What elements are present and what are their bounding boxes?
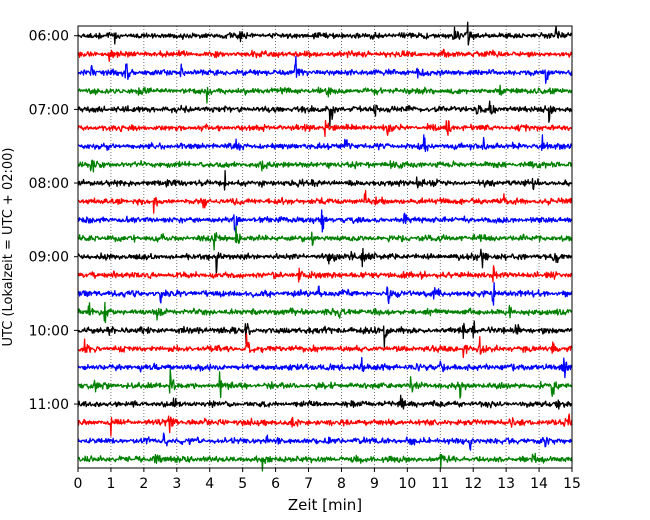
x-tick-label: 5 bbox=[238, 476, 247, 492]
x-tick-label: 7 bbox=[304, 476, 313, 492]
y-tick-label: 08:00 bbox=[29, 176, 69, 192]
y-axis-label: UTC (Lokalzeit = UTC + 02:00) bbox=[1, 148, 16, 347]
y-tick-label: 06:00 bbox=[29, 29, 69, 45]
trace-row-1130 bbox=[77, 432, 573, 451]
x-tick-label: 9 bbox=[370, 476, 379, 492]
x-tick-label: 14 bbox=[530, 476, 548, 492]
x-axis-label: Zeit [min] bbox=[288, 496, 362, 514]
trace-row-0945 bbox=[77, 301, 573, 324]
trace-row-1045 bbox=[77, 368, 573, 399]
x-tick-label: 13 bbox=[497, 476, 515, 492]
trace-row-0830 bbox=[77, 209, 573, 233]
x-tick-label: 11 bbox=[431, 476, 449, 492]
trace-row-0815 bbox=[77, 189, 573, 214]
y-axis-ticks: 06:00 07:00 08:00 09:00 10:00 11:00 bbox=[29, 29, 78, 413]
trace-row-0930 bbox=[77, 282, 573, 306]
x-axis-ticks: 0 1 2 3 4 5 6 7 8 9 10 11 12 13 14 15 bbox=[74, 468, 581, 492]
x-tick-label: 1 bbox=[106, 476, 115, 492]
x-tick-label: 12 bbox=[464, 476, 482, 492]
x-tick-label: 8 bbox=[337, 476, 346, 492]
x-tick-label: 0 bbox=[74, 476, 83, 492]
x-tick-label: 10 bbox=[398, 476, 416, 492]
trace-row-0645 bbox=[77, 84, 573, 104]
x-tick-label: 15 bbox=[563, 476, 581, 492]
trace-row-0745 bbox=[77, 159, 573, 173]
trace-row-0600 bbox=[77, 21, 573, 46]
y-tick-label: 11:00 bbox=[29, 397, 69, 413]
trace-row-1015 bbox=[77, 333, 573, 359]
x-tick-label: 6 bbox=[271, 476, 280, 492]
y-tick-label: 09:00 bbox=[29, 250, 69, 266]
trace-row-0845 bbox=[77, 225, 573, 251]
trace-row-0730 bbox=[77, 134, 573, 153]
x-tick-label: 4 bbox=[205, 476, 214, 492]
trace-row-0915 bbox=[77, 265, 573, 283]
trace-row-1000 bbox=[77, 320, 573, 348]
y-tick-label: 07:00 bbox=[29, 102, 69, 118]
x-tick-label: 2 bbox=[139, 476, 148, 492]
trace-row-0800 bbox=[77, 169, 573, 191]
trace-row-0615 bbox=[77, 48, 573, 62]
trace-row-0900 bbox=[77, 247, 573, 275]
trace-row-0630 bbox=[77, 55, 573, 84]
trace-row-1100 bbox=[77, 394, 573, 410]
trace-row-1145 bbox=[77, 452, 573, 472]
plot-frame bbox=[77, 25, 573, 469]
x-tick-label: 3 bbox=[172, 476, 181, 492]
trace-row-1115 bbox=[77, 413, 573, 437]
trace-row-0715 bbox=[77, 119, 573, 137]
trace-lines bbox=[77, 21, 573, 472]
y-tick-label: 10:00 bbox=[29, 323, 69, 339]
trace-row-0700 bbox=[77, 100, 573, 127]
trace-row-1030 bbox=[77, 356, 573, 379]
